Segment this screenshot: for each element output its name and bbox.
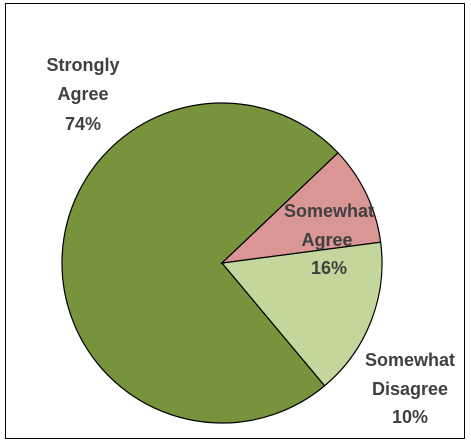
label-strongly-agree-value: 74% xyxy=(65,114,101,134)
label-somewhat-disagree-line1: Somewhat xyxy=(365,350,455,370)
label-somewhat-disagree-value: 10% xyxy=(392,407,428,427)
label-somewhat-disagree-line2: Disagree xyxy=(372,379,448,399)
label-somewhat-agree-line2: Agree xyxy=(301,230,352,250)
pie-slice-somewhat-disagree xyxy=(220,152,382,264)
label-strongly-agree-line1: Strongly xyxy=(46,55,119,75)
pie-labels: Strongly Agree 74% Somewhat Agree 16% So… xyxy=(46,55,455,427)
pie-slice-somewhat-agree xyxy=(220,241,383,387)
label-somewhat-agree-value: 16% xyxy=(311,258,347,278)
pie-slice-strongly-agree xyxy=(61,102,339,424)
label-somewhat-agree-line1: Somewhat xyxy=(284,201,374,221)
label-strongly-agree-line2: Agree xyxy=(57,84,108,104)
pie-slices xyxy=(61,102,383,424)
